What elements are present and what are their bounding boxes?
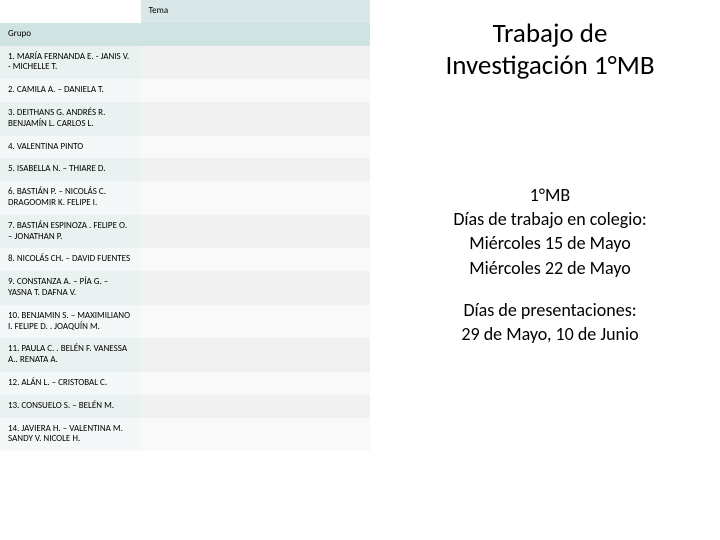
table-row: 12. ALÁN L. – CRISTOBAL C. — [0, 372, 370, 395]
title-line-2: Investigación 1°MB — [445, 49, 654, 82]
table-row: 1. MARÍA FERNANDA E. - JANIS V. - MICHEL… — [0, 46, 370, 80]
groups-table: Tema Grupo 1. MARÍA FERNANDA E. - JANIS … — [0, 0, 370, 451]
header-empty — [0, 0, 141, 23]
table-row: 10. BENJAMIN S. – MAXIMILIANO I. FELIPE … — [0, 305, 370, 339]
grupo-cell: 14. JAVIERA H. – VALENTINA M. SANDY V. N… — [0, 418, 141, 452]
table-row: 5. ISABELLA N. – THIARE D. — [0, 158, 370, 181]
table-row: 6. BASTIÁN P. – NICOLÁS C. DRAGOOMIR K. … — [0, 181, 370, 215]
tema-cell — [141, 136, 370, 159]
presentations-label: Días de presentaciones: — [390, 298, 710, 322]
grupo-cell: 6. BASTIÁN P. – NICOLÁS C. DRAGOOMIR K. … — [0, 181, 141, 215]
grupo-cell: 7. BASTIÁN ESPINOZA . FELIPE O. – JONATH… — [0, 215, 141, 249]
table-panel: Tema Grupo 1. MARÍA FERNANDA E. - JANIS … — [0, 0, 370, 540]
table-row: 7. BASTIÁN ESPINOZA . FELIPE O. – JONATH… — [0, 215, 370, 249]
grupo-cell: 9. CONSTANZA A. – PÍA G. – YASNA T. DAFN… — [0, 271, 141, 305]
header-grupo: Grupo — [0, 23, 141, 46]
info-panel: Trabajo de Investigación 1°MB 1°MB Días … — [370, 0, 720, 540]
page-title: Trabajo de Investigación 1°MB — [390, 18, 710, 83]
table-row: 2. CAMILA A. – DANIELA T. — [0, 79, 370, 102]
table-row: 8. NICOLÁS CH. – DAVID FUENTES — [0, 248, 370, 271]
tema-cell — [141, 181, 370, 215]
workday-1: Miércoles 15 de Mayo — [390, 231, 710, 255]
tema-cell — [141, 79, 370, 102]
class-label: 1°MB — [390, 183, 710, 207]
tema-cell — [141, 305, 370, 339]
header-tema: Tema — [141, 0, 370, 23]
tema-cell — [141, 102, 370, 136]
table-row: 4. VALENTINA PINTO — [0, 136, 370, 159]
workday-2: Miércoles 22 de Mayo — [390, 256, 710, 280]
grupo-cell: 5. ISABELLA N. – THIARE D. — [0, 158, 141, 181]
grupo-cell: 11. PAULA C. . BELÉN F. VANESSA A.. RENA… — [0, 338, 141, 372]
grupo-cell: 10. BENJAMIN S. – MAXIMILIANO I. FELIPE … — [0, 305, 141, 339]
tema-cell — [141, 215, 370, 249]
tema-cell — [141, 158, 370, 181]
table-row: 13. CONSUELO S. – BELÉN M. — [0, 395, 370, 418]
grupo-cell: 4. VALENTINA PINTO — [0, 136, 141, 159]
header-tema-empty — [141, 23, 370, 46]
tema-cell — [141, 418, 370, 452]
table-row: 3. DEITHANS G. ANDRÉS R. BENJAMÍN L. CAR… — [0, 102, 370, 136]
workdays-label: Días de trabajo en colegio: — [390, 207, 710, 231]
grupo-cell: 1. MARÍA FERNANDA E. - JANIS V. - MICHEL… — [0, 46, 141, 80]
tema-cell — [141, 271, 370, 305]
tema-cell — [141, 338, 370, 372]
tema-cell — [141, 395, 370, 418]
table-row: 9. CONSTANZA A. – PÍA G. – YASNA T. DAFN… — [0, 271, 370, 305]
tema-cell — [141, 46, 370, 80]
grupo-cell: 12. ALÁN L. – CRISTOBAL C. — [0, 372, 141, 395]
tema-cell — [141, 372, 370, 395]
table-row: 14. JAVIERA H. – VALENTINA M. SANDY V. N… — [0, 418, 370, 452]
grupo-cell: 2. CAMILA A. – DANIELA T. — [0, 79, 141, 102]
grupo-cell: 3. DEITHANS G. ANDRÉS R. BENJAMÍN L. CAR… — [0, 102, 141, 136]
title-line-1: Trabajo de — [493, 17, 608, 50]
table-row: 11. PAULA C. . BELÉN F. VANESSA A.. RENA… — [0, 338, 370, 372]
grupo-cell: 8. NICOLÁS CH. – DAVID FUENTES — [0, 248, 141, 271]
info-block: 1°MB Días de trabajo en colegio: Miércol… — [390, 183, 710, 347]
grupo-cell: 13. CONSUELO S. – BELÉN M. — [0, 395, 141, 418]
presentations-dates: 29 de Mayo, 10 de Junio — [390, 322, 710, 346]
tema-cell — [141, 248, 370, 271]
